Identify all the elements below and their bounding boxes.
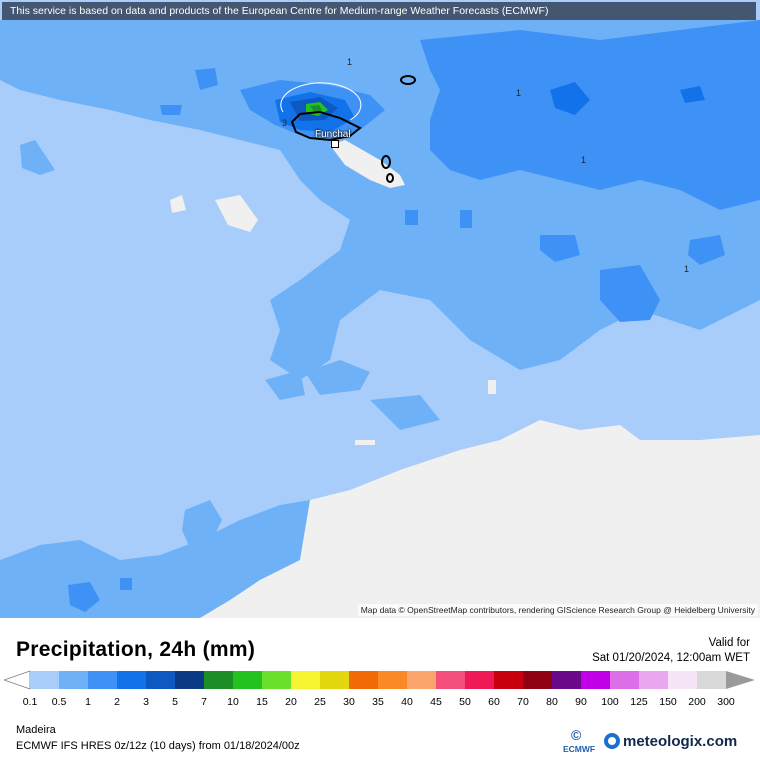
legend-swatch — [175, 671, 204, 689]
precipitation-map[interactable]: This service is based on data and produc… — [0, 0, 760, 618]
legend-swatch — [523, 671, 552, 689]
legend-swatch — [59, 671, 88, 689]
legend-label: 15 — [256, 696, 268, 708]
legend-label: 150 — [659, 696, 677, 708]
legend-label: 50 — [459, 696, 471, 708]
contour-label: 1 — [581, 155, 587, 165]
legend-swatch — [407, 671, 436, 689]
valid-time-block: Valid for Sat 01/20/2024, 12:00am WET — [592, 636, 750, 666]
meteologix-globe-icon — [604, 733, 620, 749]
legend-label: 3 — [143, 696, 149, 708]
legend-label: 60 — [488, 696, 500, 708]
legend-swatch — [494, 671, 523, 689]
legend-label: 90 — [575, 696, 587, 708]
ecmwf-swirl-icon: © — [571, 727, 582, 743]
legend-swatch — [146, 671, 175, 689]
legend-label: 80 — [546, 696, 558, 708]
legend-arrow-low — [4, 670, 31, 690]
legend-label: 125 — [630, 696, 648, 708]
legend-swatch — [30, 671, 59, 689]
legend-swatch — [668, 671, 697, 689]
valid-time: Sat 01/20/2024, 12:00am WET — [592, 652, 750, 664]
legend-swatch — [117, 671, 146, 689]
legend-swatch — [552, 671, 581, 689]
legend-colorbar — [4, 670, 755, 690]
city-label: Funchal — [315, 129, 351, 140]
legend-swatch — [581, 671, 610, 689]
legend-labels: 0.1 0.5 1 2 3 5 7 10 15 20 25 30 35 40 45 50 60 70 80 90 100… — [0, 696, 760, 710]
map-attribution: Map data © OpenStreetMap contributors, r… — [357, 604, 758, 616]
legend-label: 25 — [314, 696, 326, 708]
ecmwf-notice-banner: This service is based on data and produc… — [2, 2, 756, 20]
legend-label: 100 — [601, 696, 619, 708]
legend-label: 40 — [401, 696, 413, 708]
region-name: Madeira — [16, 724, 56, 736]
legend-swatch — [639, 671, 668, 689]
contour-label: 3 — [282, 118, 288, 128]
legend-label: 10 — [227, 696, 239, 708]
contour-label: 1 — [516, 88, 522, 98]
legend-label: 300 — [717, 696, 735, 708]
legend-swatch — [436, 671, 465, 689]
legend-label: 200 — [688, 696, 706, 708]
legend-swatch — [262, 671, 291, 689]
legend-label: 35 — [372, 696, 384, 708]
legend-swatch — [465, 671, 494, 689]
legend-label: 20 — [285, 696, 297, 708]
legend-swatch — [349, 671, 378, 689]
legend-arrow-high — [726, 671, 755, 689]
legend-label: 7 — [201, 696, 207, 708]
legend-swatch — [378, 671, 407, 689]
legend-swatch — [320, 671, 349, 689]
ecmwf-logo: © ECMWF — [563, 727, 596, 754]
legend-label: 45 — [430, 696, 442, 708]
city-marker[interactable] — [331, 140, 339, 148]
legend-swatch — [88, 671, 117, 689]
legend-swatch — [610, 671, 639, 689]
precipitation-field — [0, 20, 760, 618]
legend-label: 2 — [114, 696, 120, 708]
legend-swatch — [697, 671, 726, 689]
legend-label: 1 — [85, 696, 91, 708]
legend-swatch — [204, 671, 233, 689]
legend-swatch — [233, 671, 262, 689]
legend-swatch — [291, 671, 320, 689]
legend-label: 5 — [172, 696, 178, 708]
contour-label: 1 — [684, 264, 690, 274]
valid-label: Valid for — [708, 637, 750, 649]
meteologix-logo[interactable]: meteologix.com — [604, 731, 737, 751]
legend-label: 70 — [517, 696, 529, 708]
legend-label: 0.5 — [51, 696, 67, 708]
legend-label: 30 — [343, 696, 355, 708]
legend-label: 0.1 — [22, 696, 38, 708]
chart-title: Precipitation, 24h (mm) — [16, 638, 256, 661]
model-info: ECMWF IFS HRES 0z/12z (10 days) from 01/… — [16, 740, 300, 752]
contour-label: 1 — [347, 57, 353, 67]
